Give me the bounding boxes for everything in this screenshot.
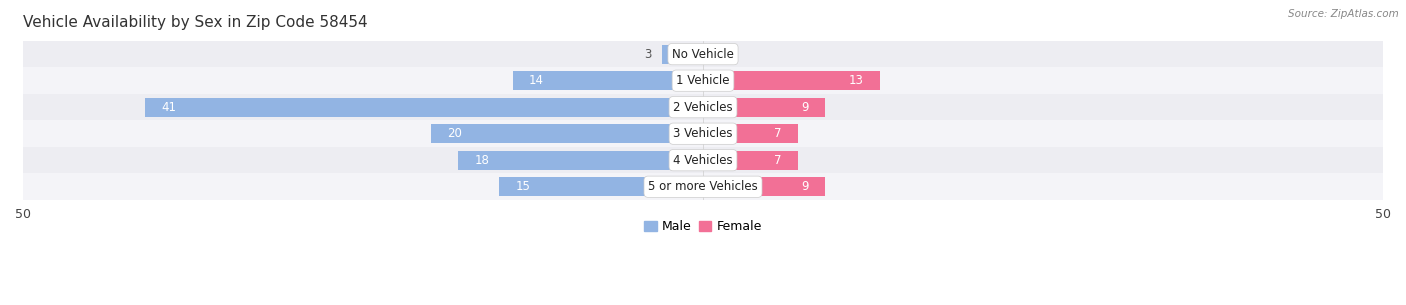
Text: 13: 13 <box>849 74 863 87</box>
Legend: Male, Female: Male, Female <box>640 215 766 238</box>
Bar <box>22 41 1384 67</box>
Bar <box>703 71 880 90</box>
Bar <box>22 67 1384 94</box>
Text: 3 Vehicles: 3 Vehicles <box>673 127 733 140</box>
Bar <box>703 151 799 170</box>
Bar <box>513 71 703 90</box>
Bar <box>145 98 703 117</box>
Bar <box>22 94 1384 120</box>
Text: 7: 7 <box>775 154 782 167</box>
Text: 3: 3 <box>644 48 651 61</box>
Text: 5 or more Vehicles: 5 or more Vehicles <box>648 180 758 193</box>
Bar <box>458 151 703 170</box>
Text: 4 Vehicles: 4 Vehicles <box>673 154 733 167</box>
Bar <box>703 98 825 117</box>
Bar <box>22 120 1384 147</box>
Text: 0: 0 <box>714 48 721 61</box>
Text: 14: 14 <box>529 74 544 87</box>
Text: 20: 20 <box>447 127 463 140</box>
Bar <box>22 174 1384 200</box>
Text: 41: 41 <box>162 101 177 114</box>
Text: Vehicle Availability by Sex in Zip Code 58454: Vehicle Availability by Sex in Zip Code … <box>22 15 367 30</box>
Text: Source: ZipAtlas.com: Source: ZipAtlas.com <box>1288 9 1399 19</box>
Bar <box>22 147 1384 174</box>
Text: 15: 15 <box>516 180 530 193</box>
Bar <box>432 124 703 143</box>
Bar <box>499 177 703 196</box>
Text: 9: 9 <box>801 180 808 193</box>
Bar <box>703 177 825 196</box>
Bar <box>703 124 799 143</box>
Text: 2 Vehicles: 2 Vehicles <box>673 101 733 114</box>
Text: 7: 7 <box>775 127 782 140</box>
Text: No Vehicle: No Vehicle <box>672 48 734 61</box>
Text: 1 Vehicle: 1 Vehicle <box>676 74 730 87</box>
Bar <box>662 45 703 64</box>
Text: 18: 18 <box>474 154 489 167</box>
Text: 9: 9 <box>801 101 808 114</box>
